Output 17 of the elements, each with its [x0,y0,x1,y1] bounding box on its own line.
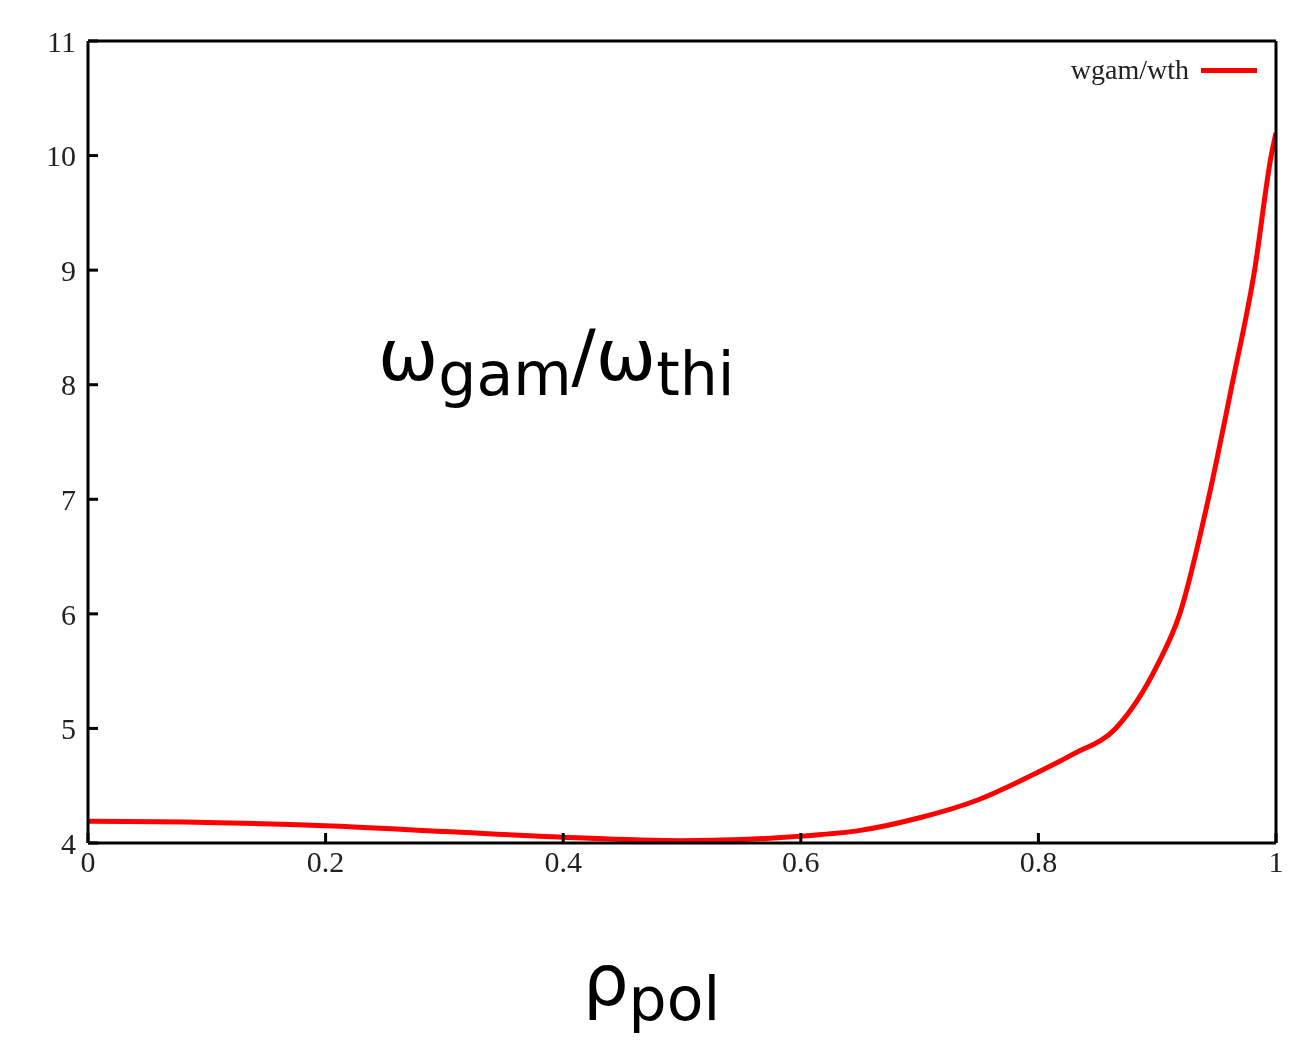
x-tick-label: 0.6 [782,845,820,879]
y-tick-label: 10 [46,139,76,173]
y-tick-label: 7 [61,482,76,516]
y-tick-label: 9 [61,253,76,287]
x-axis-title: ρ$_{pol}$ [581,938,722,1035]
y-tick-label: 5 [61,712,76,746]
x-tick-label: 0 [80,845,96,879]
x-tick-label: 1 [1268,845,1284,879]
y-tick-label: 6 [61,597,76,631]
x-tick-label: 0.2 [306,845,345,879]
y-tick-label: 4 [61,826,76,860]
legend-label: wgam/wth [1070,54,1189,86]
x-tick-label: 0.8 [1019,845,1058,879]
x-tick-label: 0.4 [544,845,582,879]
annotation: ω$_{gam}$/ω$_{thi}$ [378,313,735,410]
y-tick-label: 11 [47,24,76,58]
y-tick-label: 8 [61,368,76,402]
